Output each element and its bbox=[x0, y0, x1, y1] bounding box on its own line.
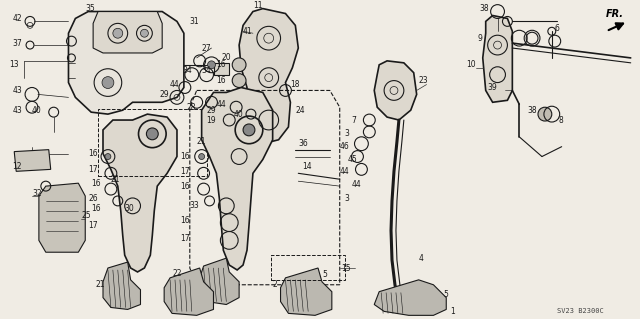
Text: 28: 28 bbox=[187, 103, 196, 112]
Text: 6: 6 bbox=[555, 24, 559, 33]
Text: 4: 4 bbox=[419, 254, 424, 263]
Text: 16: 16 bbox=[180, 182, 189, 191]
Text: 34: 34 bbox=[182, 66, 191, 75]
Polygon shape bbox=[14, 150, 51, 171]
Text: 32: 32 bbox=[32, 189, 42, 197]
Text: 26: 26 bbox=[88, 195, 98, 204]
Text: 16: 16 bbox=[216, 60, 226, 69]
Text: 22: 22 bbox=[172, 270, 182, 278]
Text: 14: 14 bbox=[302, 162, 312, 171]
Circle shape bbox=[207, 61, 216, 69]
Text: 20: 20 bbox=[221, 53, 231, 63]
Text: 16: 16 bbox=[180, 152, 189, 161]
Polygon shape bbox=[93, 11, 162, 53]
Text: 30: 30 bbox=[125, 204, 134, 213]
Polygon shape bbox=[39, 183, 85, 252]
Text: 5: 5 bbox=[444, 290, 448, 299]
Text: 42: 42 bbox=[12, 14, 22, 23]
Circle shape bbox=[113, 28, 123, 38]
Text: 43: 43 bbox=[12, 106, 22, 115]
Text: 5: 5 bbox=[322, 271, 327, 279]
Text: 3: 3 bbox=[345, 195, 349, 204]
Text: 17: 17 bbox=[180, 167, 189, 176]
Text: 21: 21 bbox=[111, 175, 120, 184]
Text: 11: 11 bbox=[253, 1, 262, 10]
Text: 29: 29 bbox=[159, 90, 169, 99]
Text: 18: 18 bbox=[291, 80, 300, 89]
Text: 10: 10 bbox=[466, 60, 476, 69]
Text: 33: 33 bbox=[190, 201, 200, 210]
Polygon shape bbox=[374, 280, 446, 315]
Text: 8: 8 bbox=[559, 115, 563, 124]
Text: 16: 16 bbox=[91, 179, 100, 188]
Circle shape bbox=[232, 58, 246, 72]
Text: 16: 16 bbox=[91, 204, 100, 213]
Text: 25: 25 bbox=[81, 211, 91, 220]
Polygon shape bbox=[164, 268, 214, 315]
Text: 17: 17 bbox=[180, 234, 189, 243]
Text: 1: 1 bbox=[450, 307, 455, 316]
Text: 34: 34 bbox=[202, 66, 211, 75]
Text: 45: 45 bbox=[348, 155, 357, 164]
Text: 39: 39 bbox=[488, 83, 497, 92]
Text: 9: 9 bbox=[478, 34, 483, 43]
Polygon shape bbox=[202, 87, 273, 270]
Text: 16: 16 bbox=[180, 216, 189, 225]
Text: SV23 B2300C: SV23 B2300C bbox=[557, 308, 604, 315]
Bar bbox=[271, 255, 345, 280]
Text: 43: 43 bbox=[12, 86, 22, 95]
Circle shape bbox=[105, 153, 111, 160]
Bar bbox=[98, 109, 207, 176]
Polygon shape bbox=[483, 16, 513, 102]
Text: 21: 21 bbox=[196, 137, 206, 146]
Polygon shape bbox=[280, 268, 332, 315]
Text: 40: 40 bbox=[32, 106, 42, 115]
Circle shape bbox=[538, 107, 552, 121]
Circle shape bbox=[147, 128, 158, 140]
Text: 31: 31 bbox=[190, 17, 200, 26]
Text: 19: 19 bbox=[207, 115, 216, 124]
Text: 44: 44 bbox=[351, 180, 362, 189]
Text: 41: 41 bbox=[243, 27, 253, 36]
Text: 2: 2 bbox=[273, 280, 277, 289]
Text: 35: 35 bbox=[85, 4, 95, 13]
Circle shape bbox=[102, 77, 114, 88]
Polygon shape bbox=[103, 262, 141, 309]
Text: 15: 15 bbox=[342, 263, 351, 272]
Polygon shape bbox=[374, 61, 417, 120]
Polygon shape bbox=[239, 9, 298, 144]
Text: 46: 46 bbox=[340, 142, 349, 151]
Text: 44: 44 bbox=[340, 167, 349, 176]
Text: 16: 16 bbox=[88, 149, 98, 158]
Text: 3: 3 bbox=[345, 130, 349, 138]
Text: 29: 29 bbox=[207, 106, 216, 115]
Text: 7: 7 bbox=[351, 115, 356, 124]
Circle shape bbox=[141, 29, 148, 37]
Text: 17: 17 bbox=[88, 221, 98, 230]
Polygon shape bbox=[68, 11, 184, 114]
Text: 27: 27 bbox=[202, 43, 211, 53]
Text: 24: 24 bbox=[295, 106, 305, 115]
Text: FR.: FR. bbox=[606, 9, 624, 19]
Text: 38: 38 bbox=[480, 4, 490, 13]
Text: 40: 40 bbox=[233, 110, 243, 119]
Text: 44: 44 bbox=[216, 100, 226, 109]
Circle shape bbox=[198, 153, 205, 160]
Polygon shape bbox=[200, 258, 239, 305]
Text: 37: 37 bbox=[12, 39, 22, 48]
Circle shape bbox=[243, 124, 255, 136]
Circle shape bbox=[232, 74, 246, 87]
Text: 21: 21 bbox=[95, 280, 104, 289]
Text: 38: 38 bbox=[527, 106, 537, 115]
Polygon shape bbox=[103, 114, 177, 272]
Text: 13: 13 bbox=[10, 60, 19, 69]
Text: 44: 44 bbox=[170, 80, 180, 89]
Text: 16: 16 bbox=[216, 76, 226, 85]
Text: 17: 17 bbox=[88, 165, 98, 174]
Text: 36: 36 bbox=[298, 139, 308, 148]
Text: 12: 12 bbox=[12, 162, 22, 171]
Polygon shape bbox=[214, 63, 229, 75]
Text: 23: 23 bbox=[419, 76, 428, 85]
